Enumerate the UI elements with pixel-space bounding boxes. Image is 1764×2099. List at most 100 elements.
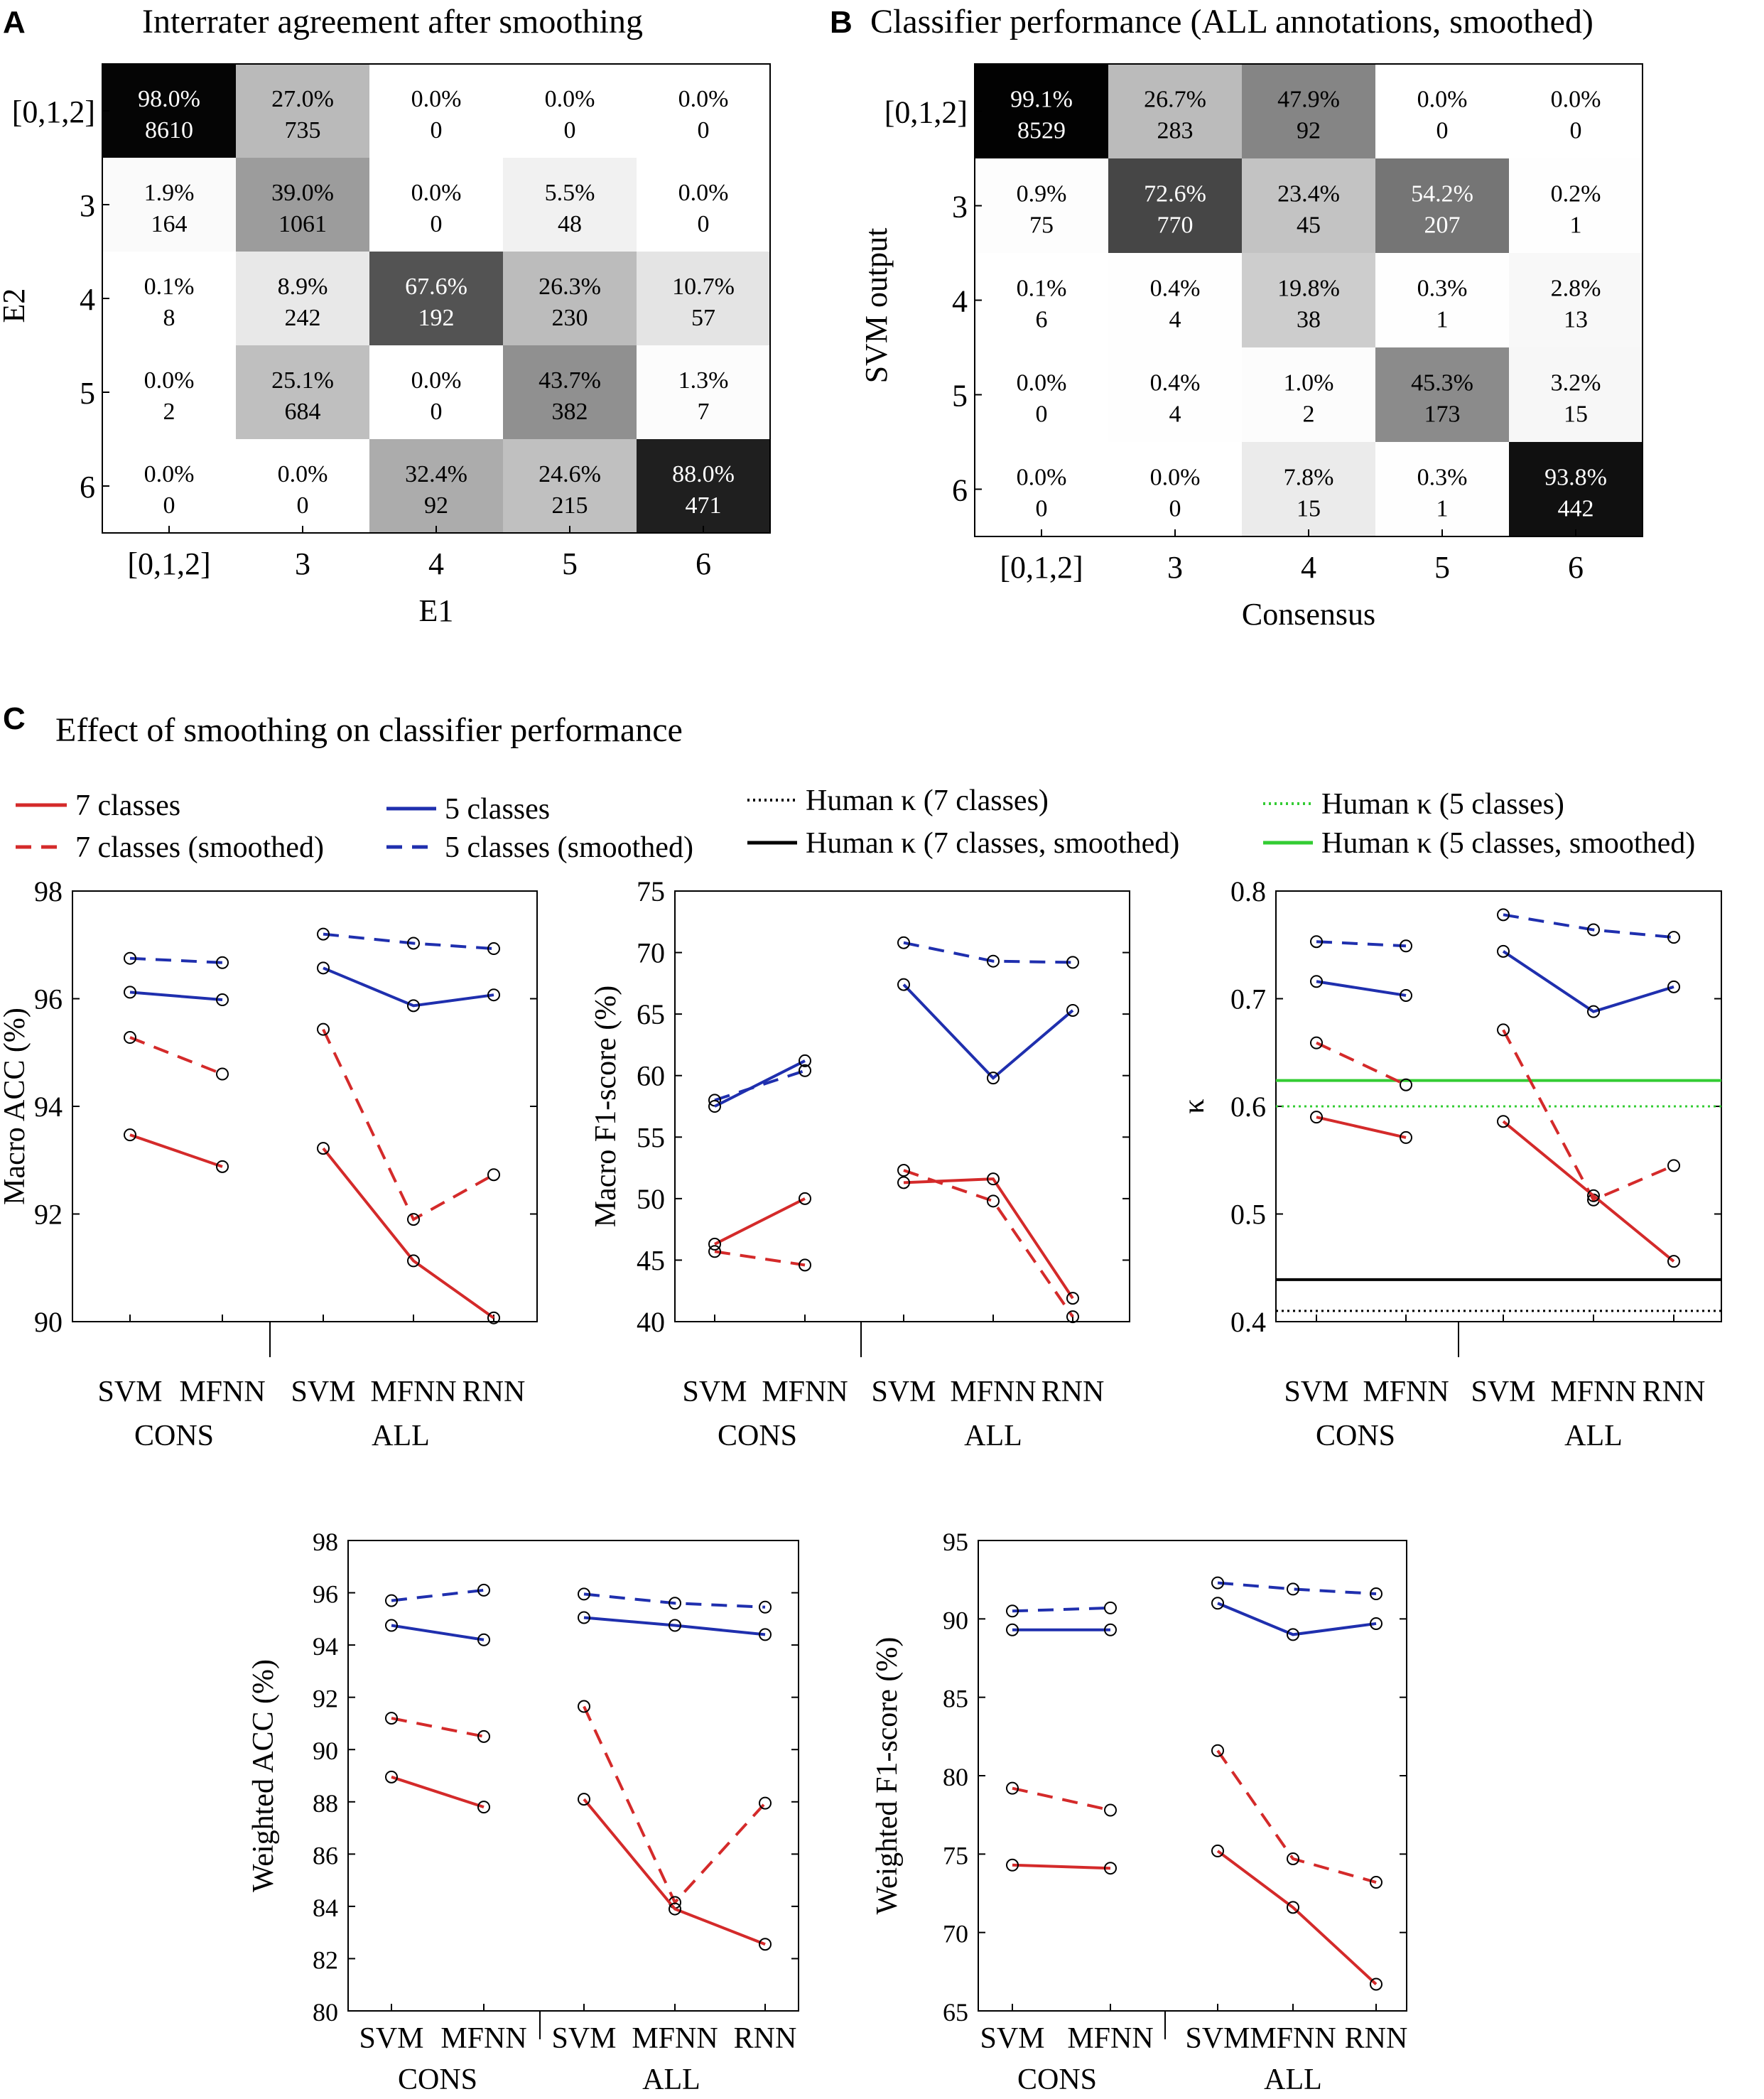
cell-count: 0 [698, 211, 710, 237]
data-point-5-classes [1066, 1003, 1079, 1017]
col-label: 3 [1167, 550, 1183, 585]
x-tick-label: RNN [1643, 1376, 1706, 1408]
heatmap-cell [503, 345, 637, 439]
data-point-5-classes [1587, 1005, 1600, 1018]
cell-count: 471 [686, 492, 722, 519]
data-point-5-classes-smoothed [1497, 908, 1510, 922]
data-point-7-classes-smoothed [1066, 1310, 1079, 1324]
cell-count: 8529 [1017, 118, 1066, 144]
cell-count: 6 [1036, 307, 1048, 333]
data-point-5-classes-smoothed [1006, 1604, 1019, 1618]
cell-count: 15 [1297, 496, 1321, 522]
heatmap-cell [1108, 64, 1242, 158]
cell-count: 8610 [145, 117, 193, 144]
data-point-5-classes [1370, 1617, 1382, 1630]
data-point-5-classes-smoothed [759, 1600, 772, 1614]
y-tick-label: 82 [313, 1946, 338, 1974]
heatmap-cell [1509, 347, 1643, 442]
cell-percent: 2.8% [1551, 276, 1601, 302]
data-point-7-classes [799, 1192, 811, 1205]
cell-count: 1 [1570, 212, 1582, 239]
cell-count: 75 [1029, 212, 1054, 239]
y-tick-label: 75 [943, 1841, 968, 1869]
data-point-5-classes-smoothed [1370, 1587, 1382, 1601]
data-point-7-classes [477, 1801, 490, 1814]
y-tick-label: 0.4 [1230, 1306, 1266, 1338]
x-tick-label: MFNN [1363, 1376, 1449, 1408]
group-label-all: ALL [1564, 1420, 1623, 1452]
cell-percent: 88.0% [672, 461, 735, 487]
cell-percent: 54.2% [1411, 181, 1473, 207]
cell-count: 382 [552, 399, 588, 425]
series-line-5-classes-cons [1316, 980, 1407, 997]
cell-percent: 0.0% [278, 461, 328, 487]
cell-percent: 19.8% [1277, 276, 1340, 302]
data-point-7-classes [669, 1902, 681, 1916]
cell-percent: 93.8% [1544, 465, 1607, 491]
cell-percent: 0.3% [1417, 465, 1468, 491]
series-line-7-classes-smoothed-cons [129, 1036, 223, 1076]
series-line-7-classes-cons [1316, 1116, 1407, 1139]
series-line-5-classes-smoothed-all [583, 1592, 766, 1609]
data-point-7-classes-smoothed [1287, 1852, 1299, 1865]
heatmap-cell [369, 252, 503, 345]
data-point-7-classes-smoothed [759, 1796, 772, 1810]
heatmap-cell [102, 64, 236, 158]
cell-percent: 0.0% [1017, 370, 1067, 396]
cell-count: 442 [1558, 496, 1594, 522]
col-label: 4 [1301, 550, 1316, 585]
heatmap-cell [236, 158, 369, 252]
cell-count: 4 [1169, 307, 1181, 333]
data-point-5-classes [1104, 1623, 1117, 1636]
data-point-7-classes-smoothed [1667, 1159, 1680, 1172]
cell-count: 0 [431, 399, 443, 425]
y-tick-label: 80 [943, 1763, 968, 1791]
cell-count: 735 [285, 117, 321, 144]
heatmap-cell [503, 64, 637, 158]
heatmap-cell [236, 439, 369, 533]
x-tick-label: MFNN [1250, 2022, 1336, 2055]
series-line-5-classes-smoothed-all [903, 941, 1073, 964]
series-line-5-classes-smoothed-cons [129, 956, 223, 964]
y-tick-label: 96 [34, 983, 63, 1015]
cell-count: 8 [163, 305, 175, 331]
data-point-7-classes-smoothed [317, 1022, 330, 1036]
y-axis-label: Weighted F1-score (%) [871, 1637, 904, 1915]
series-line-7-classes-smoothed-cons [1316, 1041, 1407, 1086]
y-axis-label: Macro ACC (%) [0, 1008, 31, 1205]
data-point-7-classes [578, 1793, 590, 1806]
data-point-7-classes-smoothed [987, 1194, 1000, 1208]
cell-percent: 0.4% [1150, 370, 1201, 396]
x-tick-label: SVM [871, 1376, 936, 1408]
cell-percent: 0.0% [411, 367, 462, 394]
cell-percent: 23.4% [1277, 181, 1340, 207]
y-tick-label: 90 [313, 1737, 338, 1765]
row-label: 4 [80, 282, 95, 317]
y-tick-label: 86 [313, 1841, 338, 1869]
x-tick-label: SVM [682, 1376, 747, 1408]
data-point-5-classes [578, 1611, 590, 1624]
cell-count: 7 [698, 399, 710, 425]
cell-percent: 8.9% [278, 274, 328, 300]
cell-percent: 0.3% [1417, 276, 1468, 302]
data-point-5-classes-smoothed [1066, 956, 1079, 969]
cell-percent: 3.2% [1551, 370, 1601, 396]
data-point-5-classes-smoothed [487, 942, 500, 956]
heatmap-cell [236, 345, 369, 439]
heatmap-cell [1509, 64, 1643, 158]
data-point-5-classes-smoothed [799, 1064, 811, 1077]
heatmap-cell [975, 158, 1108, 253]
series-line-5-classes-smoothed-all [1217, 1581, 1377, 1596]
data-point-7-classes [759, 1938, 772, 1951]
col-label: 3 [295, 546, 310, 581]
data-point-5-classes [317, 961, 330, 975]
data-point-7-classes-smoothed [385, 1712, 398, 1725]
cell-percent: 0.0% [1150, 465, 1201, 491]
row-label: 5 [952, 379, 968, 414]
data-point-7-classes-smoothed [1370, 1876, 1382, 1889]
data-point-7-classes [1104, 1862, 1117, 1875]
row-label: 4 [952, 284, 968, 319]
y-tick-label: 40 [637, 1306, 665, 1338]
data-point-7-classes [708, 1237, 721, 1251]
data-point-5-classes-smoothed [1104, 1601, 1117, 1614]
